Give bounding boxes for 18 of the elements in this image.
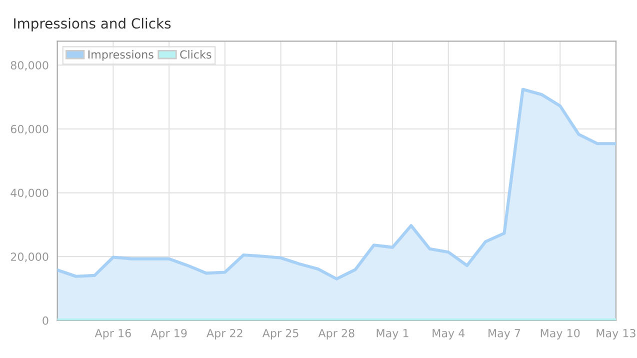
legend-label: Clicks (180, 50, 212, 59)
y-tick-label: 20,000 (10, 252, 48, 262)
chart-title: Impressions and Clicks (14, 18, 171, 32)
x-tick-label: May 10 (540, 328, 580, 340)
legend-label: Impressions (88, 50, 154, 61)
x-tick-label: Apr 16 (94, 328, 131, 340)
x-tick-label: Apr 22 (206, 328, 242, 340)
y-tick-label: 60,000 (10, 124, 48, 134)
x-tick-label: May 13 (596, 328, 636, 340)
y-tick-label: 80,000 (10, 61, 48, 71)
x-tick-label: May 4 (432, 329, 465, 340)
x-tick-label: Apr 25 (262, 328, 298, 340)
x-tick-label: Apr 28 (318, 328, 354, 340)
y-tick-label: 0 (42, 316, 48, 325)
x-tick-label: May 7 (488, 329, 520, 340)
x-tick-label: May 1 (376, 329, 408, 340)
x-tick-label: Apr 19 (150, 328, 187, 340)
y-tick-label: 40,000 (10, 188, 48, 198)
